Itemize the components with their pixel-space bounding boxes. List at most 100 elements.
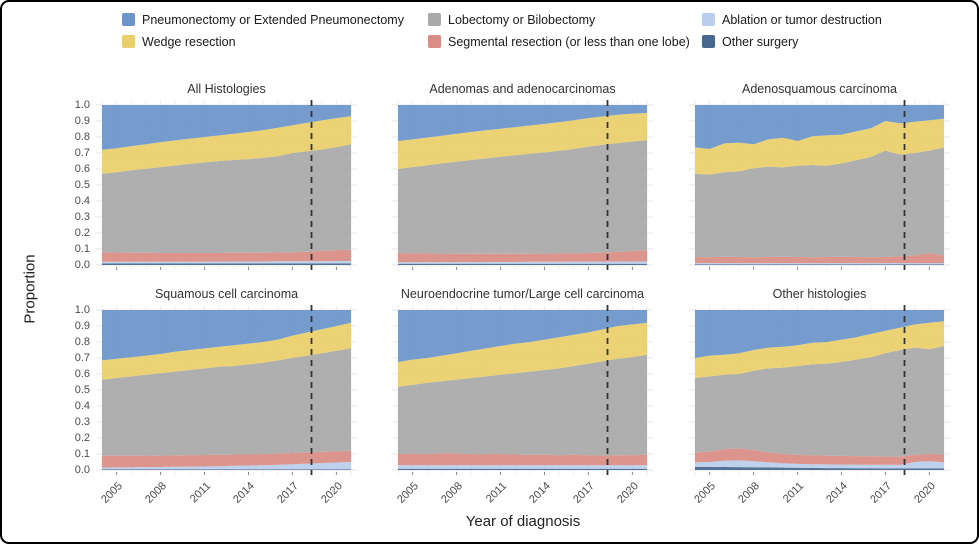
x-tick-label: 2014 bbox=[231, 480, 257, 506]
area-other bbox=[398, 263, 647, 265]
y-tick-label: 0.1 bbox=[74, 243, 90, 255]
legend-label: Wedge resection bbox=[142, 35, 236, 49]
area-ablation bbox=[695, 263, 944, 265]
panel-title-other-histologies: Other histologies bbox=[772, 287, 867, 301]
legend: Pneumonectomy or Extended Pneumonectomy … bbox=[122, 12, 882, 50]
area-lobectomy bbox=[398, 354, 647, 456]
legend-swatch-pneumonectomy-icon bbox=[122, 13, 135, 26]
legend-item-other-surgery: Other surgery bbox=[702, 34, 882, 50]
legend-item-ablation: Ablation or tumor destruction bbox=[702, 12, 882, 28]
legend-item-wedge: Wedge resection bbox=[122, 34, 428, 50]
x-tick-label: 2014 bbox=[527, 480, 553, 506]
area-wedge bbox=[102, 116, 351, 174]
panel-title-adenosquamous: Adenosquamous carcinoma bbox=[742, 82, 897, 96]
y-tick-label: 0.5 bbox=[74, 384, 90, 396]
area-ablation bbox=[695, 460, 944, 469]
area-segmental bbox=[695, 253, 944, 264]
panel-title-all-histologies: All Histologies bbox=[187, 82, 266, 96]
area-segmental bbox=[102, 249, 351, 262]
area-segmental bbox=[695, 448, 944, 465]
area-segmental bbox=[398, 453, 647, 466]
y-tick-label: 0.2 bbox=[74, 432, 90, 444]
area-ablation bbox=[102, 261, 351, 264]
y-tick-label: 1.0 bbox=[74, 304, 90, 316]
area-lobectomy bbox=[695, 346, 944, 457]
y-tick-label: 0.3 bbox=[74, 416, 90, 428]
y-axis-ticks-row2: 1.0 0.9 0.8 0.7 0.6 0.5 0.4 0.3 0.2 0.1 0.0 bbox=[58, 304, 92, 476]
y-tick-label: 0.7 bbox=[74, 147, 90, 159]
area-pneumonectomy bbox=[398, 105, 647, 141]
area-wedge bbox=[695, 321, 944, 378]
x-axis-ticks-col3: 2005 2008 2011 2014 2017 2020 bbox=[689, 478, 950, 512]
area-other bbox=[102, 469, 351, 470]
y-axis-title: Proportion bbox=[21, 254, 39, 324]
legend-label: Ablation or tumor destruction bbox=[722, 13, 882, 27]
y-tick-label: 0.9 bbox=[74, 320, 90, 332]
legend-label: Segmental resection (or less than one lo… bbox=[448, 35, 690, 49]
legend-label: Pneumonectomy or Extended Pneumonectomy bbox=[142, 13, 404, 27]
y-tick-label: 0.1 bbox=[74, 448, 90, 460]
area-other bbox=[695, 466, 944, 470]
y-tick-label: 0.4 bbox=[74, 195, 90, 207]
x-tick-label: 2005 bbox=[692, 480, 719, 506]
area-other bbox=[102, 263, 351, 265]
stacked-area-panel-squamous bbox=[96, 305, 357, 475]
area-ablation bbox=[102, 462, 351, 470]
stacked-area-panel-other-histologies bbox=[689, 305, 950, 475]
x-tick-label: 2005 bbox=[395, 480, 422, 506]
legend-swatch-lobectomy-icon bbox=[428, 13, 441, 26]
x-tick-label: 2011 bbox=[780, 480, 806, 506]
area-wedge bbox=[102, 322, 351, 380]
area-segmental bbox=[398, 250, 647, 263]
x-axis-title: Year of diagnosis bbox=[465, 513, 581, 530]
area-lobectomy bbox=[695, 147, 944, 258]
legend-label: Other surgery bbox=[722, 35, 799, 49]
x-tick-label: 2011 bbox=[483, 480, 509, 506]
y-tick-label: 0.6 bbox=[74, 368, 90, 380]
legend-label: Lobectomy or Bilobectomy bbox=[448, 13, 596, 27]
area-wedge bbox=[398, 113, 647, 169]
legend-item-pneumonectomy: Pneumonectomy or Extended Pneumonectomy bbox=[122, 12, 428, 28]
x-tick-label: 2005 bbox=[99, 480, 126, 506]
area-ablation bbox=[398, 261, 647, 264]
area-pneumonectomy bbox=[102, 310, 351, 361]
legend-swatch-other-surgery-icon bbox=[702, 35, 715, 48]
x-tick-label: 2020 bbox=[319, 480, 345, 506]
x-tick-label: 2011 bbox=[187, 480, 213, 506]
stacked-area-panel-neuroendocrine bbox=[392, 305, 653, 475]
area-lobectomy bbox=[102, 348, 351, 456]
area-pneumonectomy bbox=[695, 310, 944, 358]
y-tick-label: 1.0 bbox=[74, 99, 90, 111]
x-tick-label: 2014 bbox=[824, 480, 850, 506]
area-pneumonectomy bbox=[695, 105, 944, 149]
stacked-area-panel-adenomas bbox=[392, 100, 653, 270]
y-tick-label: 0.8 bbox=[74, 131, 90, 143]
y-tick-label: 0.6 bbox=[74, 163, 90, 175]
stacked-area-panel-all-histologies bbox=[96, 100, 357, 270]
area-wedge bbox=[695, 118, 944, 175]
area-lobectomy bbox=[102, 144, 351, 253]
y-tick-label: 0.4 bbox=[74, 400, 90, 412]
legend-item-lobectomy: Lobectomy or Bilobectomy bbox=[428, 12, 702, 28]
y-tick-label: 0.9 bbox=[74, 115, 90, 127]
x-tick-label: 2008 bbox=[439, 480, 466, 506]
area-wedge bbox=[398, 322, 647, 387]
area-segmental bbox=[102, 450, 351, 468]
area-pneumonectomy bbox=[102, 105, 351, 150]
y-tick-label: 0.7 bbox=[74, 352, 90, 364]
y-axis-ticks-row1: 1.0 0.9 0.8 0.7 0.6 0.5 0.4 0.3 0.2 0.1 0.0 bbox=[58, 99, 92, 271]
y-tick-label: 0.8 bbox=[74, 336, 90, 348]
area-other bbox=[695, 264, 944, 265]
area-other bbox=[398, 468, 647, 470]
y-tick-label: 0.0 bbox=[74, 259, 90, 271]
x-tick-label: 2008 bbox=[143, 480, 170, 506]
panel-title-squamous: Squamous cell carcinoma bbox=[154, 287, 299, 301]
x-axis-ticks-col2: 2005 2008 2011 2014 2017 2020 bbox=[392, 478, 653, 512]
x-tick-label: 2020 bbox=[912, 480, 938, 506]
stacked-area-panel-adenosquamous bbox=[689, 100, 950, 270]
x-tick-label: 2020 bbox=[615, 480, 641, 506]
legend-swatch-wedge-icon bbox=[122, 35, 135, 48]
legend-item-segmental: Segmental resection (or less than one lo… bbox=[428, 34, 702, 50]
x-tick-label: 2008 bbox=[736, 480, 763, 506]
